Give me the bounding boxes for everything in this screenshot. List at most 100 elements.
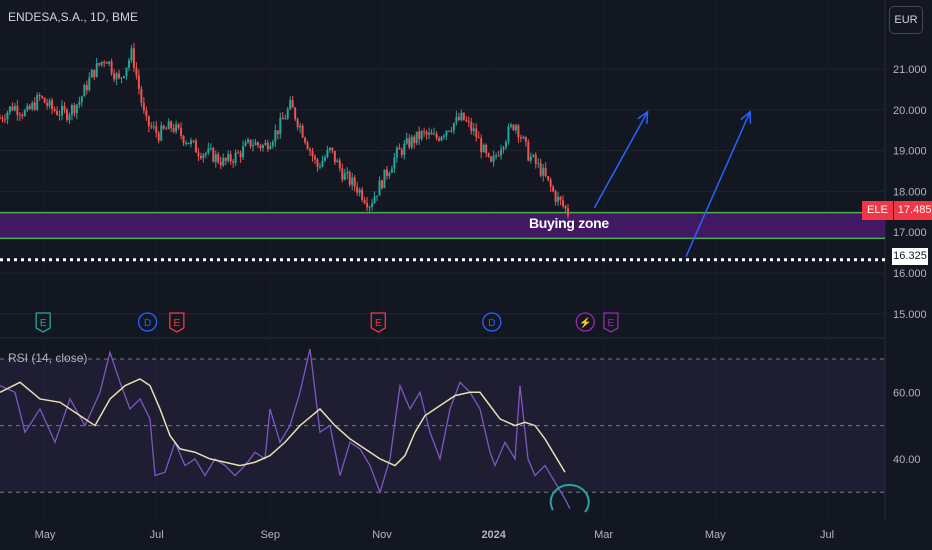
x-tick-label: May [35, 529, 56, 541]
candle-body [147, 116, 150, 127]
candle-body [564, 205, 567, 209]
y-tick-label: 17.000 [893, 227, 927, 239]
candle-body [316, 159, 319, 167]
candle-body [127, 60, 130, 68]
candle-body [185, 142, 188, 144]
candle-body [445, 130, 448, 136]
event-marker-e: E [370, 312, 386, 333]
candle-body [507, 126, 510, 142]
candle-body [105, 62, 108, 64]
candle-body [289, 100, 292, 110]
candle-body [120, 77, 123, 79]
y-tick-label: 16.000 [893, 268, 927, 280]
candle-body [378, 180, 381, 196]
candle-body [100, 61, 103, 65]
candle-body [56, 111, 59, 115]
candle-body [229, 154, 232, 162]
candle-body [78, 102, 81, 105]
candle-body [33, 102, 36, 110]
candle-body [249, 139, 252, 147]
candle-body [281, 117, 284, 120]
candles-group [0, 42, 569, 219]
candle-body [247, 139, 250, 143]
candle-body [346, 171, 349, 174]
candle-body [234, 152, 237, 163]
candle-body [390, 168, 393, 173]
projection-arrow-1 [593, 111, 649, 209]
candle-body [393, 157, 396, 169]
x-tick-label: Nov [372, 529, 392, 541]
candle-body [251, 145, 254, 147]
candle-body [187, 142, 190, 145]
candle-body [373, 196, 376, 204]
candle-body [175, 124, 178, 132]
candle-body [48, 100, 51, 106]
candle-body [539, 163, 542, 176]
candle-body [442, 135, 445, 137]
candle-body [296, 119, 299, 128]
candle-body [142, 102, 145, 111]
candle-body [537, 163, 540, 165]
candle-body [415, 131, 418, 144]
candle-body [95, 63, 98, 77]
candle-body [93, 69, 96, 77]
currency-button[interactable]: EUR [889, 6, 923, 34]
candle-body [517, 125, 520, 138]
candle-body [343, 173, 346, 180]
candle-body [192, 140, 195, 142]
candle-body [309, 149, 312, 151]
candle-body [254, 142, 257, 146]
candle-body [557, 196, 560, 202]
candle-body [467, 120, 470, 122]
candle-body [58, 114, 61, 116]
candle-body [502, 147, 505, 150]
candle-body [423, 131, 426, 133]
candle-body [318, 166, 321, 168]
candle-body [43, 97, 46, 103]
candle-body [36, 95, 39, 110]
candle-body [524, 136, 527, 142]
candle-body [304, 137, 307, 143]
x-tick-label: Sep [260, 529, 280, 541]
event-marker-circle [137, 312, 158, 332]
candle-body [189, 140, 192, 145]
candle-body [108, 61, 111, 64]
candle-body [286, 109, 289, 119]
event-marker-label: D [488, 318, 495, 329]
candle-body [529, 156, 532, 161]
candle-body [199, 156, 202, 159]
candle-body [31, 102, 34, 110]
candle-body [110, 61, 113, 74]
buying-zone-label: Buying zone [529, 215, 609, 231]
event-marker-e: E [603, 312, 619, 333]
candle-body [552, 186, 555, 192]
candle-body [18, 114, 21, 116]
candle-body [480, 138, 483, 153]
candle-body [567, 208, 569, 216]
candle-body [452, 123, 455, 131]
candle-body [497, 155, 500, 157]
candle-body [341, 168, 344, 180]
event-marker-e: E [35, 312, 51, 333]
candle-body [90, 69, 93, 78]
candle-body [135, 67, 138, 76]
candle-body [21, 115, 24, 117]
candle-body [368, 206, 371, 208]
projection-arrow-2 [685, 111, 751, 257]
candle-body [544, 167, 547, 177]
candle-body [388, 172, 391, 176]
candle-body [180, 127, 183, 136]
candle-body [244, 142, 247, 147]
candle-body [73, 105, 76, 114]
event-marker-⚡: ⚡ [575, 312, 595, 332]
candle-body [534, 154, 537, 164]
candle-body [264, 142, 267, 146]
candle-body [482, 144, 485, 153]
candle-body [306, 142, 309, 150]
candle-body [400, 149, 403, 155]
candle-body [53, 109, 56, 112]
candle-body [214, 154, 217, 162]
x-tick-label: Jul [820, 529, 834, 541]
candle-body [222, 157, 225, 166]
